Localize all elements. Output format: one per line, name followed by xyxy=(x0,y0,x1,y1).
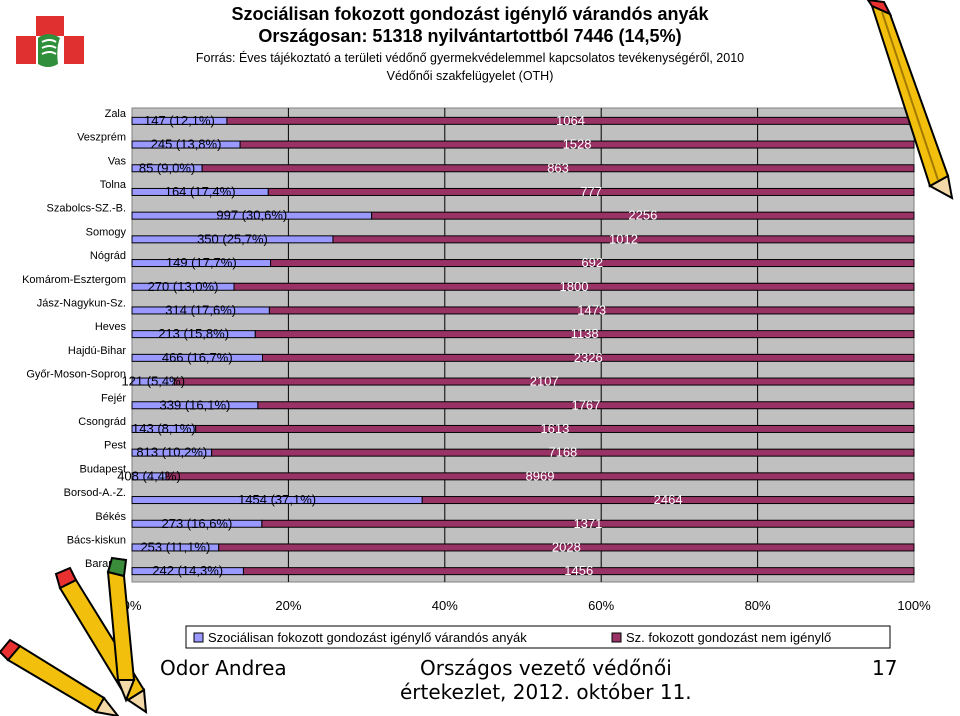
bar-segment-nem-igenylo xyxy=(267,187,915,196)
x-tick-label: 80% xyxy=(745,598,771,613)
bar-segment-nem-igenylo xyxy=(261,519,915,528)
event-title-line1: Országos vezető védőnői xyxy=(420,656,672,680)
data-label-nem-igenylo: 7168 xyxy=(548,445,577,460)
x-tick-label: 60% xyxy=(588,598,614,613)
data-label-nem-igenylo: 1012 xyxy=(609,231,638,246)
category-label: Vas xyxy=(108,155,127,167)
data-label-nem-igenylo: 1138 xyxy=(571,326,599,341)
data-label-fokozott: 1454 (37,1%) xyxy=(238,492,316,507)
data-label-fokozott: 408 (4,4%) xyxy=(117,468,181,483)
event-title-line2: értekezlet, 2012. október 11. xyxy=(400,680,692,704)
legend xyxy=(185,625,891,649)
bar-segment-nem-igenylo xyxy=(270,259,915,268)
data-label-fokozott: 270 (13,0%) xyxy=(148,279,219,294)
x-tick-label: 20% xyxy=(275,598,301,613)
bar-segment-nem-igenylo xyxy=(332,235,915,244)
data-label-nem-igenylo: 2028 xyxy=(552,539,581,554)
bar-segment-nem-igenylo xyxy=(195,424,915,433)
category-label: Pest xyxy=(104,440,126,452)
category-label: Tolna xyxy=(100,179,127,191)
bar-segment-nem-igenylo xyxy=(262,353,915,362)
data-label-nem-igenylo: 1371 xyxy=(573,516,602,531)
category-label: Komárom-Esztergom xyxy=(22,274,126,286)
data-label-nem-igenylo: 2326 xyxy=(574,350,603,365)
data-label-fokozott: 213 (15,8%) xyxy=(158,326,229,341)
author-name: Odor Andrea xyxy=(160,656,287,680)
bar-segment-nem-igenylo xyxy=(165,472,915,481)
data-label-fokozott: 350 (25,7%) xyxy=(197,231,268,246)
category-label: Nógrád xyxy=(90,250,126,262)
bar-segment-nem-igenylo xyxy=(173,377,915,386)
data-label-fokozott: 143 (8,1%) xyxy=(132,421,196,436)
data-label-nem-igenylo: 777 xyxy=(580,184,602,199)
bar-segment-nem-igenylo xyxy=(257,401,915,410)
legend-swatch xyxy=(611,632,622,643)
data-label-nem-igenylo: 1613 xyxy=(540,421,569,436)
category-label: Békés xyxy=(95,511,126,523)
data-label-fokozott: 245 (13,8%) xyxy=(151,137,222,152)
data-label-nem-igenylo: 8969 xyxy=(526,468,555,483)
data-label-fokozott: 149 (17,7%) xyxy=(166,255,237,270)
data-label-nem-igenylo: 1800 xyxy=(560,279,589,294)
data-label-nem-igenylo: 863 xyxy=(547,160,569,175)
data-label-fokozott: 147 (12,1%) xyxy=(144,113,215,128)
bar-segment-nem-igenylo xyxy=(218,543,915,552)
bar-segment-nem-igenylo xyxy=(254,330,915,339)
data-label-fokozott: 242 (14,3%) xyxy=(152,563,223,578)
data-label-fokozott: 314 (17,6%) xyxy=(165,302,236,317)
data-label-fokozott: 339 (16,1%) xyxy=(160,397,231,412)
category-label: Győr-Moson-Sopron xyxy=(26,369,126,381)
category-label: Somogy xyxy=(86,226,127,238)
data-label-nem-igenylo: 692 xyxy=(581,255,603,270)
data-label-nem-igenylo: 2256 xyxy=(628,208,657,223)
data-label-nem-igenylo: 1528 xyxy=(563,137,592,152)
logo xyxy=(2,2,98,98)
category-label: Csongrád xyxy=(78,416,126,428)
data-label-fokozott: 85 (9,0%) xyxy=(139,160,195,175)
category-label: Heves xyxy=(95,321,127,333)
data-label-fokozott: 997 (30,6%) xyxy=(216,208,287,223)
x-tick-label: 40% xyxy=(432,598,458,613)
data-label-fokozott: 813 (10,2%) xyxy=(136,445,207,460)
data-label-nem-igenylo: 1064 xyxy=(556,113,585,128)
legend-label: Szociálisan fokozott gondozást igénylő v… xyxy=(208,630,527,645)
category-label: Hajdú-Bihar xyxy=(68,345,126,357)
data-label-nem-igenylo: 2464 xyxy=(654,492,683,507)
category-label: Veszprém xyxy=(77,132,126,144)
bar-segment-nem-igenylo xyxy=(239,140,915,149)
data-label-fokozott: 164 (17,4%) xyxy=(165,184,236,199)
source-note: Forrás: Éves tájékoztató a területi védő… xyxy=(195,51,745,65)
page-number: 17 xyxy=(872,656,898,680)
category-label: Szabolcs-SZ.-B. xyxy=(47,203,126,215)
chart-subtitle: Országosan: 51318 nyilvántartottból 7446… xyxy=(258,26,682,46)
data-label-fokozott: 466 (16,7%) xyxy=(162,350,233,365)
x-tick-label: 100% xyxy=(897,598,931,613)
bar-segment-nem-igenylo xyxy=(421,496,915,505)
bar-segment-nem-igenylo xyxy=(233,282,915,291)
bar-segment-nem-igenylo xyxy=(211,448,915,457)
bar-segment-nem-igenylo xyxy=(201,164,915,173)
category-label: Budapest xyxy=(80,463,126,475)
category-label: Borsod-A.-Z. xyxy=(64,487,126,499)
bar-segment-nem-igenylo xyxy=(268,306,915,315)
category-label: Fejér xyxy=(101,392,126,404)
data-label-fokozott: 273 (16,6%) xyxy=(162,516,233,531)
chart-title: Szociálisan fokozott gondozást igénylő v… xyxy=(231,4,709,24)
bar-segment-nem-igenylo xyxy=(242,567,915,576)
legend-swatch xyxy=(193,632,204,643)
bar-segment-nem-igenylo xyxy=(371,211,915,220)
source-note-2: Védőnői szakfelügyelet (OTH) xyxy=(386,69,554,83)
category-label: Zala xyxy=(105,108,127,120)
data-label-fokozott: 121 (5,4%) xyxy=(121,374,185,389)
data-label-nem-igenylo: 1473 xyxy=(577,302,606,317)
legend-label: Sz. fokozott gondozást nem igénylő xyxy=(626,630,831,645)
data-label-nem-igenylo: 1456 xyxy=(564,563,593,578)
category-label: Jász-Nagykun-Sz. xyxy=(37,297,126,309)
data-label-nem-igenylo: 2107 xyxy=(530,374,559,389)
data-label-fokozott: 253 (11,1%) xyxy=(140,539,210,554)
data-label-nem-igenylo: 1767 xyxy=(571,397,600,412)
category-label: Bács-kiskun xyxy=(67,534,126,546)
